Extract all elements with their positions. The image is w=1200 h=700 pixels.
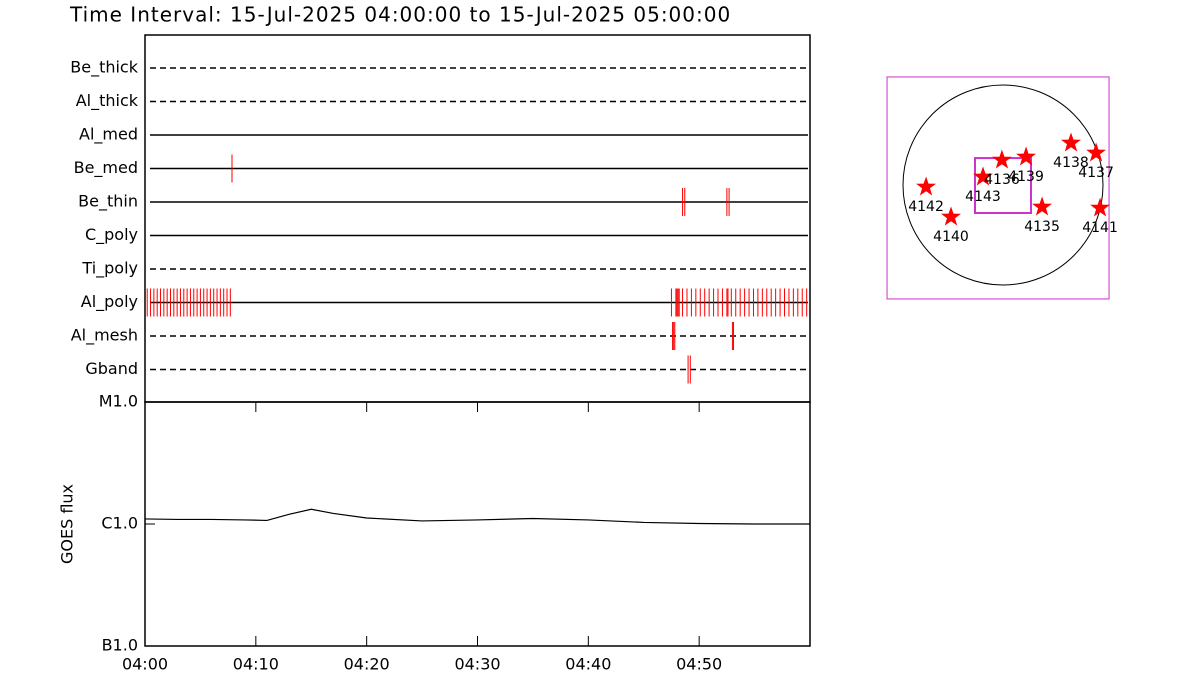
y-tick-label: C1.0 — [101, 514, 138, 533]
filter-label: Al_med — [79, 125, 138, 145]
region-label: 4143 — [965, 189, 1001, 205]
region-star — [1032, 196, 1052, 216]
filter-label: Al_mesh — [71, 326, 138, 346]
region-label: 4141 — [1082, 220, 1118, 236]
region-star — [1086, 142, 1106, 162]
y-axis-label: GOES flux — [58, 484, 77, 564]
filter-label: Al_poly — [81, 292, 138, 312]
region-label: 4142 — [908, 199, 944, 215]
x-tick-label: 04:20 — [344, 655, 390, 674]
y-tick-label: M1.0 — [99, 392, 138, 411]
filter-label: Be_thin — [78, 192, 138, 212]
filter-label: C_poly — [85, 225, 138, 245]
region-star — [1090, 197, 1110, 217]
region-label: 4136 — [984, 172, 1020, 188]
filter-label: Al_thick — [76, 91, 139, 111]
filter-label: Gband — [85, 359, 138, 378]
filter-label: Be_thick — [70, 58, 138, 78]
fov-box — [886, 76, 1110, 300]
goes-line — [144, 508, 810, 525]
region-star — [1061, 132, 1081, 152]
x-tick-label: 04:10 — [233, 655, 279, 674]
region-label: 4138 — [1053, 155, 1089, 171]
solar-disk — [902, 84, 1104, 286]
filter-label: Ti_poly — [81, 259, 138, 279]
y-tick-label: B1.0 — [102, 636, 138, 655]
region-star — [973, 166, 993, 186]
region-star — [992, 149, 1012, 169]
region-star — [916, 176, 936, 196]
x-tick-label: 04:50 — [676, 655, 722, 674]
region-label: 4135 — [1024, 219, 1060, 235]
region-label: 4139 — [1008, 169, 1044, 185]
filter-label: Be_med — [74, 158, 138, 178]
x-tick-label: 04:00 — [122, 655, 168, 674]
x-tick-label: 04:40 — [565, 655, 611, 674]
region-star — [941, 206, 961, 226]
region-label: 4140 — [933, 229, 969, 245]
x-tick-label: 04:30 — [454, 655, 500, 674]
chart-title: Time Interval: 15-Jul-2025 04:00:00 to 1… — [69, 3, 731, 27]
region-label: 4137 — [1078, 165, 1114, 181]
region-star — [1016, 146, 1036, 166]
